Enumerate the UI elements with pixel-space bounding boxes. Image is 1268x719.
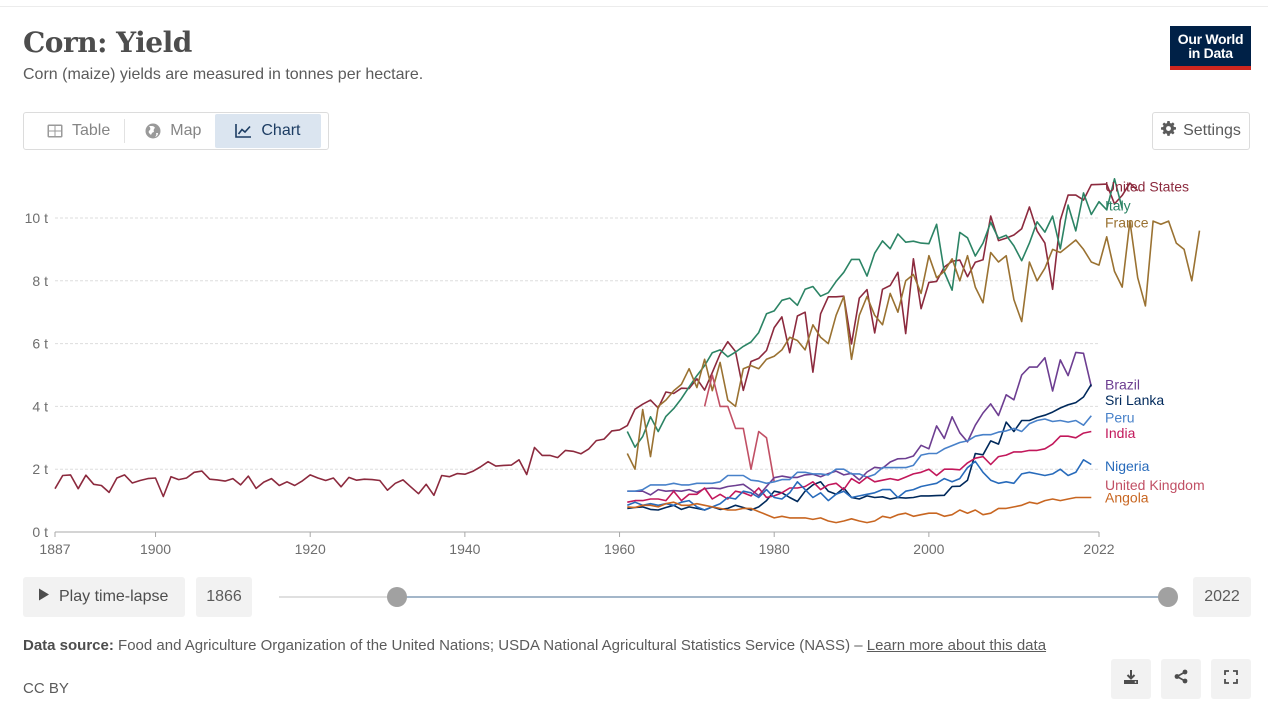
- start-year-label[interactable]: 1866: [196, 577, 252, 617]
- globe-icon: [145, 123, 161, 139]
- y-axis: 0 t 2 t 4 t 6 t 8 t 10 t: [25, 210, 48, 540]
- legend-label-france: France: [1105, 215, 1149, 231]
- series-line-france: [626, 220, 1201, 471]
- legend-label-peru: Peru: [1105, 409, 1135, 425]
- y-tick-label: 8 t: [32, 273, 48, 289]
- series-line-united-states: [54, 182, 1139, 498]
- legend: United States Italy France United Kingdom Br…: [1105, 179, 1205, 506]
- end-year-label[interactable]: 2022: [1193, 577, 1251, 617]
- timeline-start-handle[interactable]: [387, 587, 407, 607]
- legend-label-angola: Angola: [1105, 489, 1149, 505]
- page-subtitle: Corn (maize) yields are measured in tonn…: [23, 66, 424, 83]
- legend-label-italy: Italy: [1105, 197, 1131, 213]
- timeline-selected-range: [397, 596, 1168, 598]
- view-tabs: Table Map Chart: [23, 112, 329, 150]
- fullscreen-icon: [1224, 669, 1238, 689]
- learn-more-link[interactable]: Learn more about this data: [866, 637, 1047, 654]
- y-tick-label: 2 t: [32, 461, 48, 477]
- series-line-united-kingdom: [703, 374, 775, 482]
- table-icon: [47, 124, 63, 138]
- y-tick-label: 10 t: [25, 210, 48, 226]
- x-tick-label: 1960: [604, 541, 635, 557]
- page-title: Corn: Yield: [23, 26, 192, 59]
- line-chart: 0 t 2 t 4 t 6 t 8 t 10 t 1887 1900 1920 1940 1960…: [25, 178, 1205, 557]
- series-line-sri-lanka: [627, 383, 1092, 511]
- legend-label-nigeria: Nigeria: [1105, 458, 1150, 474]
- tab-chart[interactable]: Chart: [215, 114, 321, 148]
- download-button[interactable]: [1111, 659, 1151, 699]
- x-tick-label: 1887: [39, 541, 70, 557]
- chart-frame: [0, 6, 1268, 719]
- x-axis: 1887 1900 1920 1940 1960 1980 2000 2022: [39, 531, 1115, 557]
- share-icon: [1174, 669, 1188, 689]
- fullscreen-button[interactable]: [1211, 659, 1251, 699]
- legend-label-india: India: [1105, 425, 1136, 441]
- series-line-angola: [627, 496, 1092, 524]
- y-tick-label: 6 t: [32, 336, 48, 352]
- tab-map-label: Map: [170, 122, 202, 139]
- logo-line-1: Our World: [1177, 31, 1244, 47]
- y-tick-label: 4 t: [32, 398, 48, 414]
- timeline-end-handle[interactable]: [1158, 587, 1178, 607]
- legend-label-brazil: Brazil: [1105, 376, 1140, 392]
- legend-label-united-kingdom: United Kingdom: [1105, 477, 1205, 493]
- y-tick-label: 0 t: [32, 524, 48, 540]
- tab-table[interactable]: Table: [27, 114, 124, 148]
- tab-map[interactable]: Map: [125, 114, 215, 148]
- gridlines: [55, 217, 1099, 470]
- data-source: Data source: Food and Agriculture Organi…: [23, 636, 1083, 656]
- logo-line-2: in Data: [1188, 45, 1233, 61]
- share-button[interactable]: [1161, 659, 1201, 699]
- source-label: Data source:: [23, 637, 114, 654]
- legend-label-united-states: United States: [1105, 179, 1189, 195]
- series-line-italy: [626, 178, 1123, 449]
- settings-label: Settings: [1183, 122, 1241, 139]
- gear-icon: [1161, 121, 1177, 141]
- line-chart-icon: [235, 124, 252, 138]
- play-timelapse-button[interactable]: Play time-lapse: [23, 577, 185, 617]
- series-line-peru: [627, 415, 1092, 493]
- x-tick-label: 2000: [913, 541, 944, 557]
- x-tick-label: 1980: [759, 541, 790, 557]
- tab-table-label: Table: [72, 122, 111, 139]
- legend-label-sri-lanka: Sri Lanka: [1105, 392, 1164, 408]
- play-icon: [38, 588, 50, 606]
- series-line-nigeria: [627, 458, 1092, 511]
- tab-chart-label: Chart: [261, 122, 301, 139]
- series-lines: [54, 178, 1201, 524]
- license-label: CC BY: [23, 680, 69, 697]
- download-icon: [1123, 669, 1139, 690]
- source-text: Food and Agriculture Organization of the…: [118, 637, 863, 654]
- settings-button[interactable]: Settings: [1152, 112, 1250, 150]
- x-tick-label: 1920: [295, 541, 326, 557]
- x-tick-label: 2022: [1083, 541, 1114, 557]
- tab-divider: [124, 119, 126, 143]
- play-label: Play time-lapse: [59, 588, 169, 605]
- x-tick-label: 1940: [449, 541, 480, 557]
- owid-logo[interactable]: Our World in Data: [1170, 26, 1251, 70]
- x-tick-label: 1900: [140, 541, 171, 557]
- series-line-india: [627, 430, 1092, 503]
